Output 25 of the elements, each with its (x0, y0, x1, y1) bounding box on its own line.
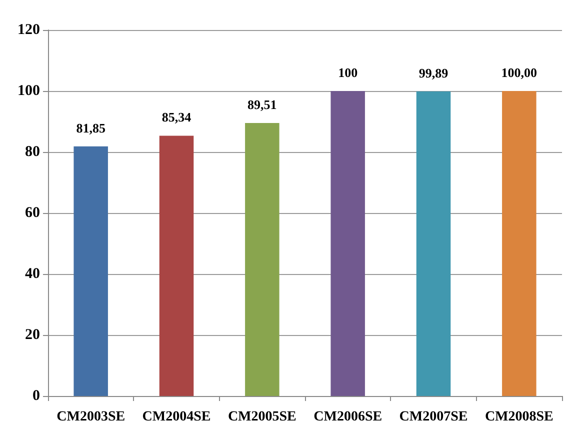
data-label: 100 (338, 65, 358, 80)
data-label: 100,00 (501, 65, 538, 80)
x-tick-label: CM2003SE (56, 410, 126, 424)
y-tick-label: 20 (25, 327, 40, 343)
x-tick-label: CM2005SE (228, 410, 296, 424)
x-tick-label: CM2008SE (484, 410, 554, 424)
y-tick-label: 120 (18, 22, 40, 38)
y-tick-label: 100 (18, 83, 40, 99)
bar (330, 91, 365, 396)
bar (159, 136, 194, 396)
data-label: 89,51 (248, 96, 277, 112)
y-tick-label: 80 (25, 144, 40, 160)
bar (74, 146, 108, 396)
y-tick-label: 0 (32, 388, 40, 404)
bar (245, 122, 280, 396)
data-label: 85,34 (162, 110, 192, 125)
bar (416, 91, 451, 396)
data-label: 81,85 (76, 120, 106, 136)
y-tick-label: 60 (25, 205, 40, 221)
data-label: 99,89 (418, 65, 449, 80)
x-tick-label: CM2006SE (314, 410, 382, 424)
y-tick-label: 40 (25, 266, 40, 282)
bar (502, 91, 536, 396)
x-tick-label: CM2007SE (399, 410, 468, 424)
x-tick-label: CM2004SE (142, 410, 211, 424)
